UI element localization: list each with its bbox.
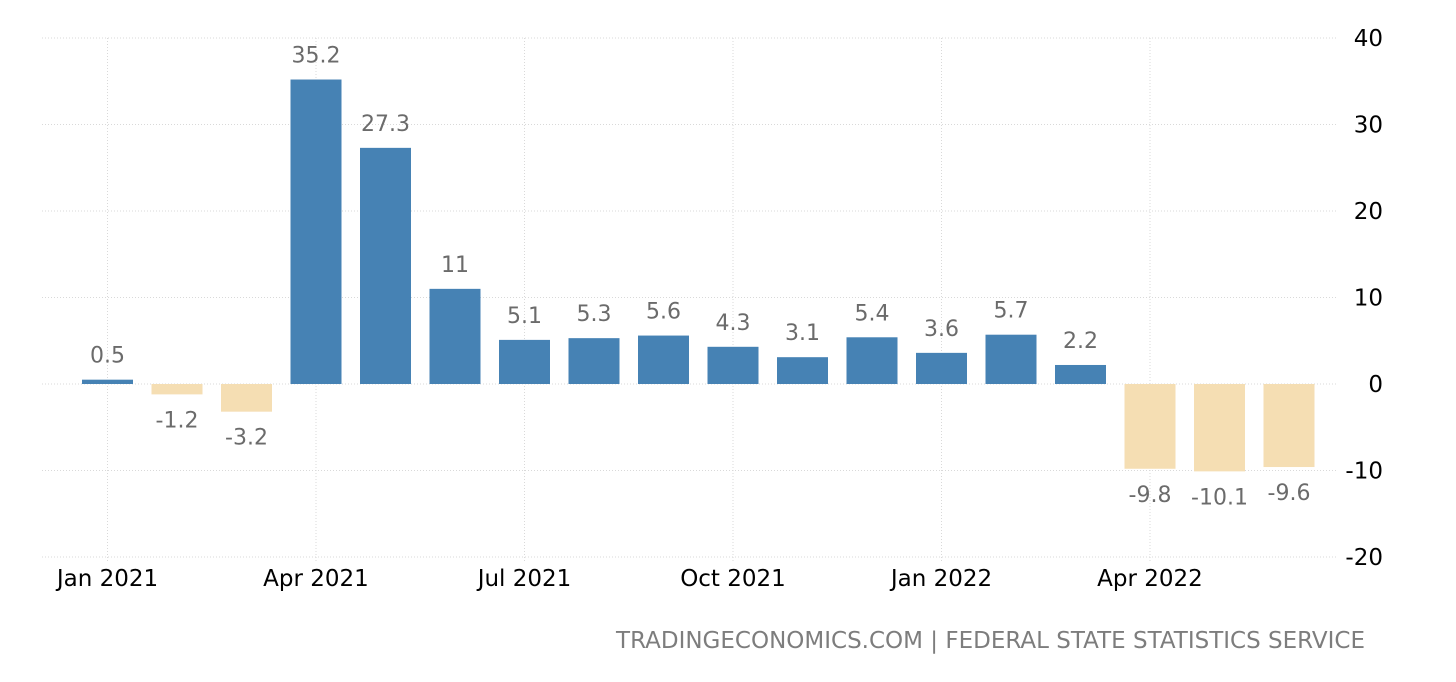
bar-value-label: 27.3 — [361, 112, 410, 137]
bar[interactable] — [568, 338, 620, 384]
bar-value-label: 5.1 — [507, 304, 542, 329]
bar[interactable] — [1124, 384, 1176, 469]
bar-value-label: -9.6 — [1268, 481, 1311, 506]
x-tick-label: Jan 2022 — [889, 566, 992, 592]
bar-value-label: 35.2 — [292, 44, 341, 69]
bar[interactable] — [707, 346, 759, 384]
bar-value-label: 11 — [441, 253, 469, 278]
bar[interactable] — [638, 335, 689, 384]
bar-value-label: 4.3 — [716, 311, 751, 336]
bar[interactable] — [82, 379, 133, 384]
bar-value-label: 2.2 — [1063, 329, 1098, 354]
y-tick-label: -10 — [1345, 459, 1383, 485]
y-tick-label: 10 — [1354, 286, 1383, 312]
bar-value-label: 5.6 — [646, 300, 681, 325]
y-axis: 40 30 20 10 0 -10 -20 — [1345, 26, 1383, 571]
bar[interactable] — [1055, 364, 1106, 384]
x-axis: Jan 2021 Apr 2021 Jul 2021 Oct 2021 Jan 2022… — [55, 566, 1203, 592]
bar[interactable] — [499, 339, 550, 384]
y-tick-label: 40 — [1354, 26, 1383, 52]
bar[interactable] — [1194, 384, 1245, 472]
bar[interactable] — [846, 337, 898, 384]
bar-value-label: -3.2 — [225, 426, 268, 451]
bars — [82, 79, 1315, 472]
x-tick-label: Jul 2021 — [476, 566, 572, 592]
x-tick-label: Apr 2021 — [263, 566, 369, 592]
bar[interactable] — [429, 288, 481, 384]
bar[interactable] — [916, 352, 967, 384]
bar-value-label: -9.8 — [1129, 483, 1172, 508]
bar-value-label: -1.2 — [156, 408, 199, 433]
bar[interactable] — [360, 147, 411, 384]
bar-value-label: 3.6 — [924, 317, 959, 342]
y-tick-label: 30 — [1354, 113, 1383, 139]
bar-value-label: 5.4 — [855, 301, 890, 326]
y-tick-label: 20 — [1354, 199, 1383, 225]
bar-value-label: 5.7 — [994, 299, 1029, 324]
bar[interactable] — [290, 79, 342, 385]
bar[interactable] — [151, 384, 203, 395]
x-tick-label: Oct 2021 — [680, 566, 786, 592]
bar[interactable] — [777, 357, 828, 384]
bar-value-label: 0.5 — [90, 344, 125, 369]
y-tick-label: 0 — [1368, 372, 1383, 398]
data-labels: 0.5 -1.2 -3.2 35.2 27.3 11 5.1 5.3 5.6 4.3 3.1 5.4 3… — [90, 44, 1310, 511]
bar-value-label: 5.3 — [577, 302, 612, 327]
bar[interactable] — [1263, 384, 1315, 468]
source-attribution: TRADINGECONOMICS.COM | FEDERAL STATE STA… — [615, 628, 1365, 654]
y-tick-label: -20 — [1345, 545, 1383, 571]
bar-value-label: 3.1 — [785, 321, 820, 346]
x-tick-label: Jan 2021 — [55, 566, 158, 592]
bar-value-label: -10.1 — [1191, 485, 1248, 510]
bar[interactable] — [985, 334, 1037, 384]
bar[interactable] — [221, 384, 272, 412]
x-tick-label: Apr 2022 — [1097, 566, 1203, 592]
